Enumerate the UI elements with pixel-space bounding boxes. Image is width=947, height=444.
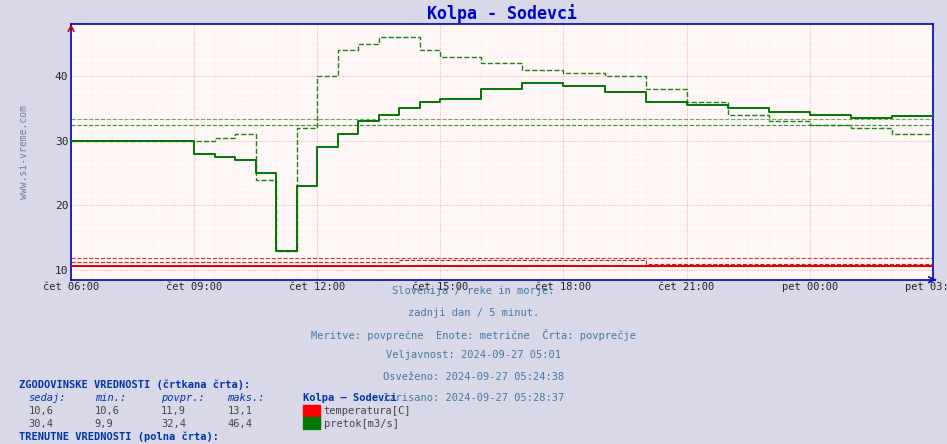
Text: Slovenija / reke in morje.: Slovenija / reke in morje.	[392, 286, 555, 297]
Text: 32,4: 32,4	[161, 419, 186, 429]
Title: Kolpa - Sodevci: Kolpa - Sodevci	[427, 4, 577, 23]
Text: 10,6: 10,6	[28, 406, 53, 416]
Text: maks.:: maks.:	[227, 393, 265, 403]
Text: www.si-vreme.com: www.si-vreme.com	[19, 105, 28, 199]
Text: 10,6: 10,6	[95, 406, 119, 416]
Text: 9,9: 9,9	[95, 419, 114, 429]
Text: TRENUTNE VREDNOSTI (polna črta):: TRENUTNE VREDNOSTI (polna črta):	[19, 432, 219, 442]
Text: zadnji dan / 5 minut.: zadnji dan / 5 minut.	[408, 308, 539, 318]
Text: povpr.:: povpr.:	[161, 393, 205, 403]
Text: Kolpa – Sodevci: Kolpa – Sodevci	[303, 393, 397, 403]
Text: Izrisano: 2024-09-27 05:28:37: Izrisano: 2024-09-27 05:28:37	[383, 393, 564, 403]
Text: pretok[m3/s]: pretok[m3/s]	[324, 419, 399, 429]
Text: ZGODOVINSKE VREDNOSTI (črtkana črta):: ZGODOVINSKE VREDNOSTI (črtkana črta):	[19, 380, 250, 390]
Text: Meritve: povprečne  Enote: metrične  Črta: povprečje: Meritve: povprečne Enote: metrične Črta:…	[311, 329, 636, 341]
Text: 30,4: 30,4	[28, 419, 53, 429]
Text: 11,9: 11,9	[161, 406, 186, 416]
Text: 13,1: 13,1	[227, 406, 252, 416]
Text: Veljavnost: 2024-09-27 05:01: Veljavnost: 2024-09-27 05:01	[386, 350, 561, 361]
Text: sedaj:: sedaj:	[28, 393, 66, 403]
Text: min.:: min.:	[95, 393, 126, 403]
Text: Osveženo: 2024-09-27 05:24:38: Osveženo: 2024-09-27 05:24:38	[383, 372, 564, 382]
Text: 46,4: 46,4	[227, 419, 252, 429]
Text: temperatura[C]: temperatura[C]	[324, 406, 411, 416]
